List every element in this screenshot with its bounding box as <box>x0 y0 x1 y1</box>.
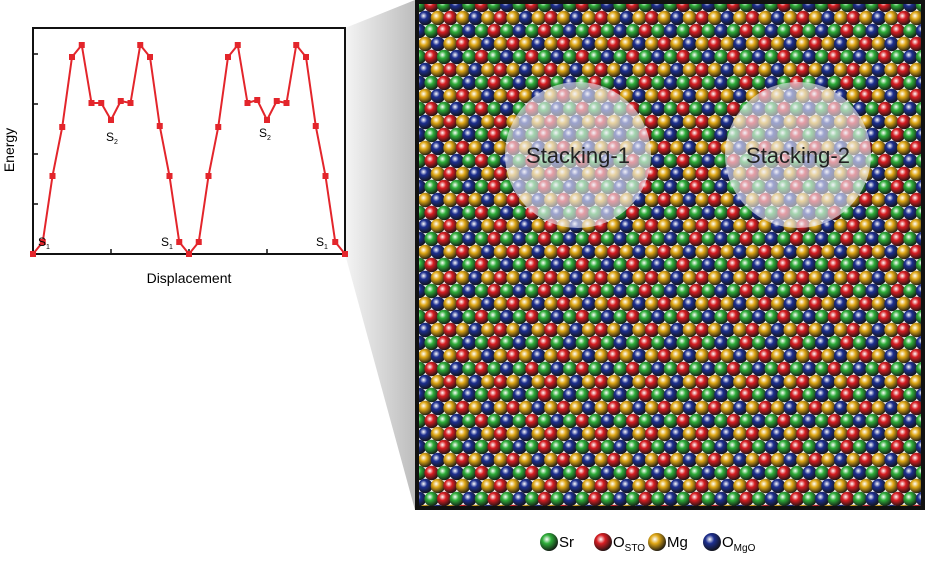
data-point <box>322 173 329 179</box>
legend-sub: STO <box>625 543 646 554</box>
legend-ball <box>540 533 558 551</box>
data-point <box>264 117 270 123</box>
image-frame <box>415 0 925 510</box>
data-point <box>59 124 66 130</box>
legend-label: Mg <box>667 534 688 551</box>
plot-frame <box>32 27 346 255</box>
x-axis-label: Displacement <box>147 270 232 286</box>
legend-ball <box>703 533 721 551</box>
data-point <box>215 124 222 130</box>
data-point <box>127 100 134 106</box>
annotation-sub: 1 <box>46 244 50 251</box>
data-point <box>225 54 231 60</box>
data-point <box>176 239 183 245</box>
data-point <box>254 97 261 103</box>
data-point <box>244 100 251 106</box>
legend-text: Sr <box>559 534 574 551</box>
annotation: S2 <box>106 130 118 146</box>
data-point <box>186 251 192 257</box>
data-point <box>342 251 348 257</box>
annotation-sub: 1 <box>324 244 328 251</box>
legend-ball <box>648 533 666 551</box>
data-point <box>108 117 114 123</box>
legend-label: Sr <box>559 534 574 551</box>
annotation: S1 <box>161 235 173 251</box>
data-point <box>30 251 36 257</box>
annotation: S1 <box>38 235 50 251</box>
atom-lattice <box>417 2 923 508</box>
data-point <box>332 239 339 245</box>
data-point <box>195 239 202 245</box>
stacking-region <box>725 82 871 228</box>
annotation: S2 <box>259 126 271 142</box>
annotation-sub: 2 <box>114 139 118 146</box>
annotation-text: S <box>38 235 46 249</box>
data-point <box>283 100 290 106</box>
data-point <box>303 54 309 60</box>
data-point <box>137 42 144 48</box>
data-point <box>166 173 173 179</box>
zoom-funnel <box>345 0 415 510</box>
legend-sub: MgO <box>734 543 756 554</box>
legend-label: OSTO <box>613 534 645 554</box>
region-label: Stacking-2 <box>746 143 850 168</box>
data-point <box>49 173 56 179</box>
region-label: Stacking-1 <box>526 143 630 168</box>
legend-text: Mg <box>667 534 688 551</box>
data-point <box>117 98 124 104</box>
annotation: S1 <box>316 235 328 251</box>
data-point <box>156 123 163 129</box>
annotation-text: S <box>259 126 267 140</box>
legend-label: OMgO <box>722 534 756 554</box>
y-axis-label: Energy <box>1 128 17 172</box>
data-point <box>78 42 85 48</box>
data-point <box>312 123 319 129</box>
data-point <box>39 239 46 245</box>
annotation-text: S <box>161 235 169 249</box>
data-point <box>205 173 212 179</box>
legend-text: O <box>722 534 734 551</box>
legend-text: O <box>613 534 625 551</box>
data-point <box>273 98 280 104</box>
annotation-text: S <box>316 235 324 249</box>
annotation-sub: 2 <box>267 135 271 142</box>
data-point <box>293 42 300 48</box>
data-point <box>147 54 153 60</box>
data-point <box>88 100 95 106</box>
data-point <box>69 54 75 60</box>
data-point <box>234 42 241 48</box>
stacking-region <box>505 82 651 228</box>
annotation-sub: 1 <box>169 244 173 251</box>
data-point <box>98 100 105 106</box>
legend-ball <box>594 533 612 551</box>
annotation-text: S <box>106 130 114 144</box>
